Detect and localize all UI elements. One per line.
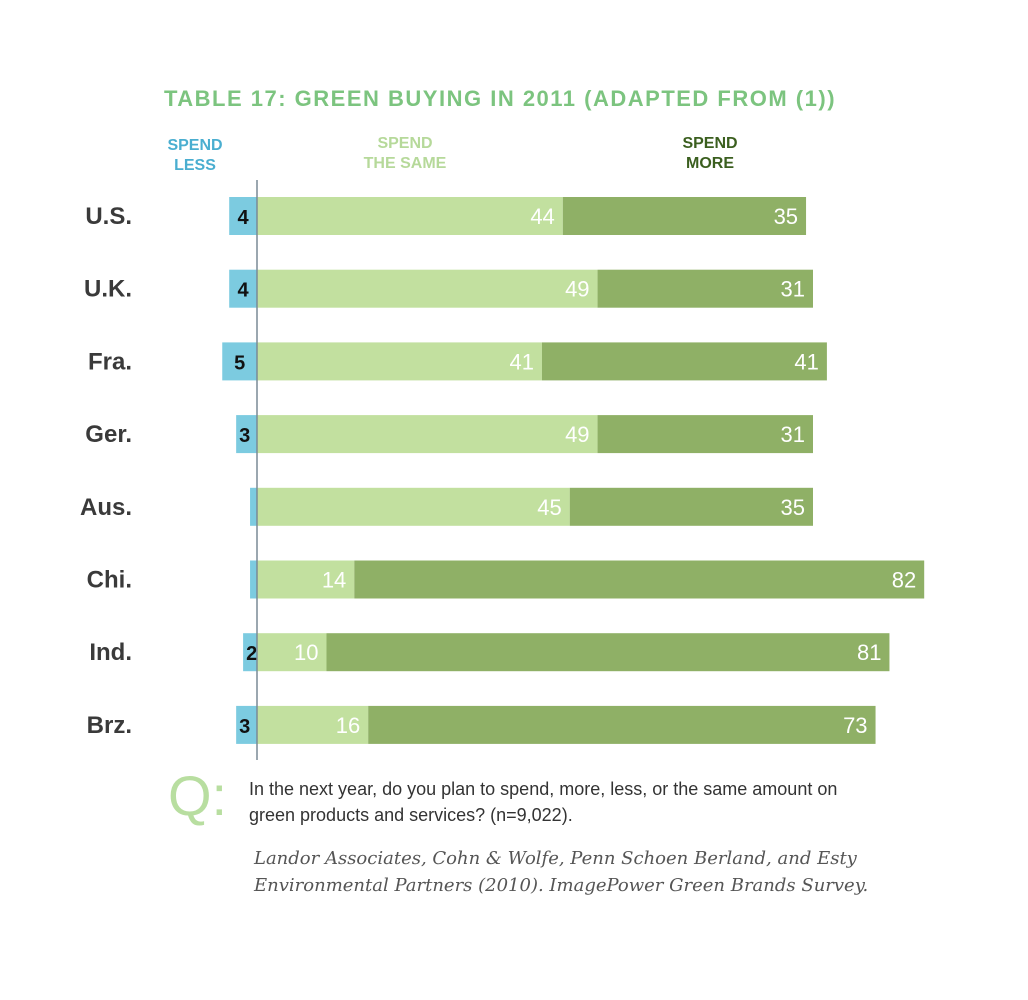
bar-spend-more-uk <box>597 269 813 308</box>
value-label-spend-less-ind: 2 <box>246 643 257 665</box>
bar-spend-same-chi <box>257 560 355 599</box>
bar-spend-more-ind <box>326 633 890 672</box>
value-label-spend-less-us: 4 <box>238 207 250 229</box>
value-label-spend-same-ger: 49 <box>565 422 589 447</box>
value-label-spend-more-ind: 81 <box>857 640 881 665</box>
category-label-ind: Ind. <box>89 639 132 666</box>
value-label-spend-same-aus: 45 <box>537 495 561 520</box>
bar-spend-less-ger <box>236 415 257 454</box>
bar-spend-less-us <box>229 197 257 235</box>
bar-spend-same-uk <box>257 269 598 308</box>
bar-spend-more-brz <box>368 705 876 744</box>
value-label-spend-same-ind: 10 <box>294 640 318 665</box>
bar-spend-same-us <box>257 197 563 235</box>
bar-spend-more-aus <box>569 487 813 526</box>
question-text: In the next year, do you plan to spend, … <box>249 779 838 825</box>
bar-spend-less-ind <box>243 633 257 672</box>
value-label-spend-more-brz: 73 <box>843 713 867 738</box>
value-label-spend-same-chi: 14 <box>322 568 346 593</box>
category-label-ger: Ger. <box>85 421 132 448</box>
value-label-spend-less-uk: 4 <box>238 280 250 302</box>
bar-spend-less-aus <box>250 487 257 526</box>
category-label-us: U.S. <box>85 203 132 230</box>
bar-spend-less-fra <box>222 342 257 381</box>
question-mark-label: Q: <box>168 764 228 827</box>
bar-spend-less-chi <box>250 560 257 599</box>
chart-title: TABLE 17: GREEN BUYING IN 2011 (ADAPTED … <box>163 86 837 111</box>
legend-spend-less: SPEND LESS <box>167 137 223 174</box>
bar-spend-same-brz <box>257 705 369 744</box>
category-label-chi: Chi. <box>87 567 132 594</box>
category-label-brz: Brz. <box>87 712 132 739</box>
category-label-uk: U.K. <box>84 276 132 303</box>
legend-spend-same: SPEND THE SAME <box>363 135 447 172</box>
bar-spend-more-fra <box>541 342 827 381</box>
category-label-fra: Fra. <box>88 348 132 375</box>
bar-spend-same-fra <box>257 342 542 381</box>
category-label-aus: Aus. <box>80 494 132 521</box>
value-label-spend-same-us: 44 <box>530 204 554 229</box>
bar-spend-less-uk <box>229 269 257 308</box>
value-label-spend-more-fra: 41 <box>794 349 818 374</box>
bar-spend-same-ind <box>257 633 327 672</box>
value-label-spend-less-ger: 3 <box>239 425 250 447</box>
value-label-spend-same-uk: 49 <box>565 277 589 302</box>
bar-spend-more-us <box>562 197 807 235</box>
bar-spend-same-aus <box>257 487 570 526</box>
source-citation: Landor Associates, Cohn & Wolfe, Penn Sc… <box>254 848 869 896</box>
bar-spend-less-brz <box>236 705 257 744</box>
value-label-spend-more-uk: 31 <box>781 277 805 302</box>
value-label-spend-more-ger: 31 <box>781 422 805 447</box>
legend-spend-more: SPEND MORE <box>682 135 738 172</box>
value-label-spend-more-aus: 35 <box>781 495 805 520</box>
value-label-spend-less-fra: 5 <box>234 352 245 374</box>
bar-spend-more-chi <box>354 560 925 599</box>
value-label-spend-same-fra: 41 <box>509 349 533 374</box>
bar-spend-more-ger <box>597 415 813 454</box>
value-label-spend-more-us: 35 <box>774 204 798 229</box>
value-label-spend-more-chi: 82 <box>892 568 916 593</box>
value-label-spend-same-brz: 16 <box>336 713 360 738</box>
bar-spend-same-ger <box>257 415 598 454</box>
value-label-spend-less-brz: 3 <box>239 716 250 738</box>
